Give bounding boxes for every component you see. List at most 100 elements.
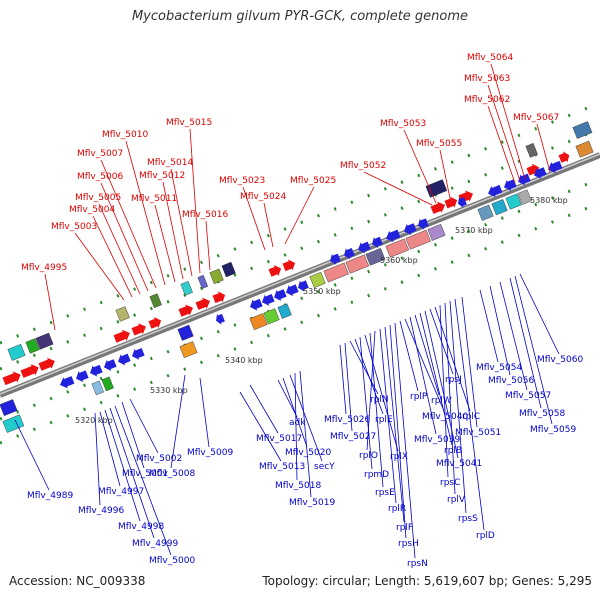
topology-text: Topology: circular; Length: 5,619,607 bp…	[262, 574, 592, 588]
leader-line	[359, 336, 373, 470]
leader-line	[129, 398, 159, 454]
gene-label-lower: Mflv_5051	[455, 428, 501, 438]
gene-block	[177, 324, 194, 341]
reverse-gene-arrow	[488, 184, 503, 198]
leader-line	[514, 275, 553, 425]
gene-block	[427, 223, 446, 241]
gene-label-lower: Mflv_5002	[136, 454, 182, 464]
gene-block	[385, 238, 410, 258]
gene-label-lower: rpsN	[407, 559, 428, 569]
gene-label-upper: Mflv_5016	[182, 210, 228, 220]
gene-label-lower: adk	[289, 418, 306, 428]
forward-gene-arrow	[20, 364, 39, 378]
leader-line	[121, 401, 145, 469]
reverse-gene-arrow	[216, 313, 225, 325]
leader-line	[364, 334, 399, 452]
genome-backbone-highlight	[0, 153, 600, 395]
forward-gene-arrow	[444, 196, 458, 209]
leader-line	[170, 168, 193, 277]
map-title: Mycobacterium gilvum PYR-GCK, complete g…	[131, 9, 469, 24]
leader-line	[489, 285, 511, 376]
gene-label-lower: rplC	[462, 412, 480, 422]
leader-line	[444, 302, 456, 495]
gene-label-lower: rplP	[410, 392, 428, 402]
leader-line	[249, 384, 279, 434]
gene-block	[25, 338, 40, 354]
gene-label-lower: rpsS	[458, 514, 478, 524]
gene-block	[525, 142, 538, 158]
gene-block	[505, 193, 522, 210]
gene-label-lower: Mflv_4996	[78, 506, 124, 516]
reverse-gene-arrow	[518, 173, 531, 186]
leader-line	[44, 273, 56, 331]
gene-block	[2, 414, 25, 433]
leader-line	[479, 289, 499, 363]
gene-label-lower: Mflv_5013	[259, 462, 305, 472]
reverse-gene-arrow	[60, 376, 75, 389]
gene-block	[572, 121, 593, 139]
gene-label-lower: Mflv_5018	[275, 481, 321, 491]
reverse-gene-arrow	[404, 223, 417, 235]
gene-label-lower: Mflv_4997	[98, 487, 144, 497]
gene-label-upper: Mflv_5062	[464, 95, 510, 105]
forward-gene-arrow	[178, 304, 193, 317]
leader-line	[74, 232, 125, 301]
gene-block	[209, 268, 224, 285]
gene-label-lower: Mflv_5017	[256, 434, 302, 444]
leader-line	[490, 63, 526, 180]
gene-label-lower: Mflv_5001	[122, 469, 168, 479]
reverse-gene-arrow	[90, 364, 103, 377]
forward-gene-arrow	[131, 323, 146, 336]
gene-label-lower: rplE	[375, 415, 393, 425]
gene-label-upper: Mflv_5055	[416, 139, 462, 149]
leader-line	[263, 202, 274, 248]
gene-label-lower: rplR	[388, 504, 406, 514]
leader-line	[439, 149, 451, 199]
gene-block	[7, 343, 26, 361]
gene-label-upper: Mflv_5011	[131, 194, 177, 204]
gene-label-lower: Mflv_5000	[149, 556, 195, 566]
gene-block	[149, 293, 162, 309]
leader-line	[299, 370, 312, 498]
kbp-tick-label: 5360 kbp	[380, 256, 418, 265]
leader-line	[439, 304, 449, 478]
leader-line	[409, 316, 437, 435]
forward-gene-arrow	[38, 357, 55, 371]
gene-label-lower: rpmD	[364, 470, 389, 480]
gene-block	[197, 274, 209, 289]
kbp-tick-label: 5370 kbp	[455, 226, 493, 235]
leader-line	[424, 310, 459, 459]
leader-line	[162, 181, 184, 280]
gene-block	[180, 280, 193, 296]
gene-block	[91, 380, 104, 396]
leader-line	[14, 419, 50, 491]
gene-label-upper: Mflv_5010	[102, 130, 148, 140]
leader-line	[104, 409, 141, 522]
gene-label-lower: rplD	[476, 531, 495, 541]
gene-block	[35, 332, 54, 350]
leader-line	[100, 159, 157, 289]
reverse-gene-arrow	[386, 229, 401, 242]
reverse-gene-arrow	[358, 241, 371, 254]
gene-block	[221, 261, 236, 278]
gene-label-upper: Mflv_5003	[51, 222, 97, 232]
leader-line	[363, 171, 433, 206]
forward-gene-arrow	[2, 371, 21, 386]
gene-label-upper: Mflv_5004	[69, 205, 115, 215]
kbp-tick-label: 5330 kbp	[150, 386, 188, 395]
leader-line	[114, 405, 172, 556]
gene-label-lower: Mflv_5008	[149, 469, 195, 479]
gene-label-upper: Mflv_5005	[75, 193, 121, 203]
leader-line	[239, 391, 282, 462]
leader-line	[487, 84, 521, 182]
reverse-gene-arrow	[274, 289, 287, 301]
genome-backbone	[0, 152, 600, 398]
leader-line	[394, 322, 416, 559]
leader-line	[389, 324, 407, 539]
leader-line	[98, 203, 141, 295]
gene-label-lower: rpsC	[440, 478, 460, 488]
leader-line	[277, 379, 298, 418]
reverse-gene-arrow	[132, 348, 145, 360]
gene-label-lower: Mflv_5020	[285, 448, 331, 458]
gene-label-lower: rplO	[359, 451, 378, 461]
